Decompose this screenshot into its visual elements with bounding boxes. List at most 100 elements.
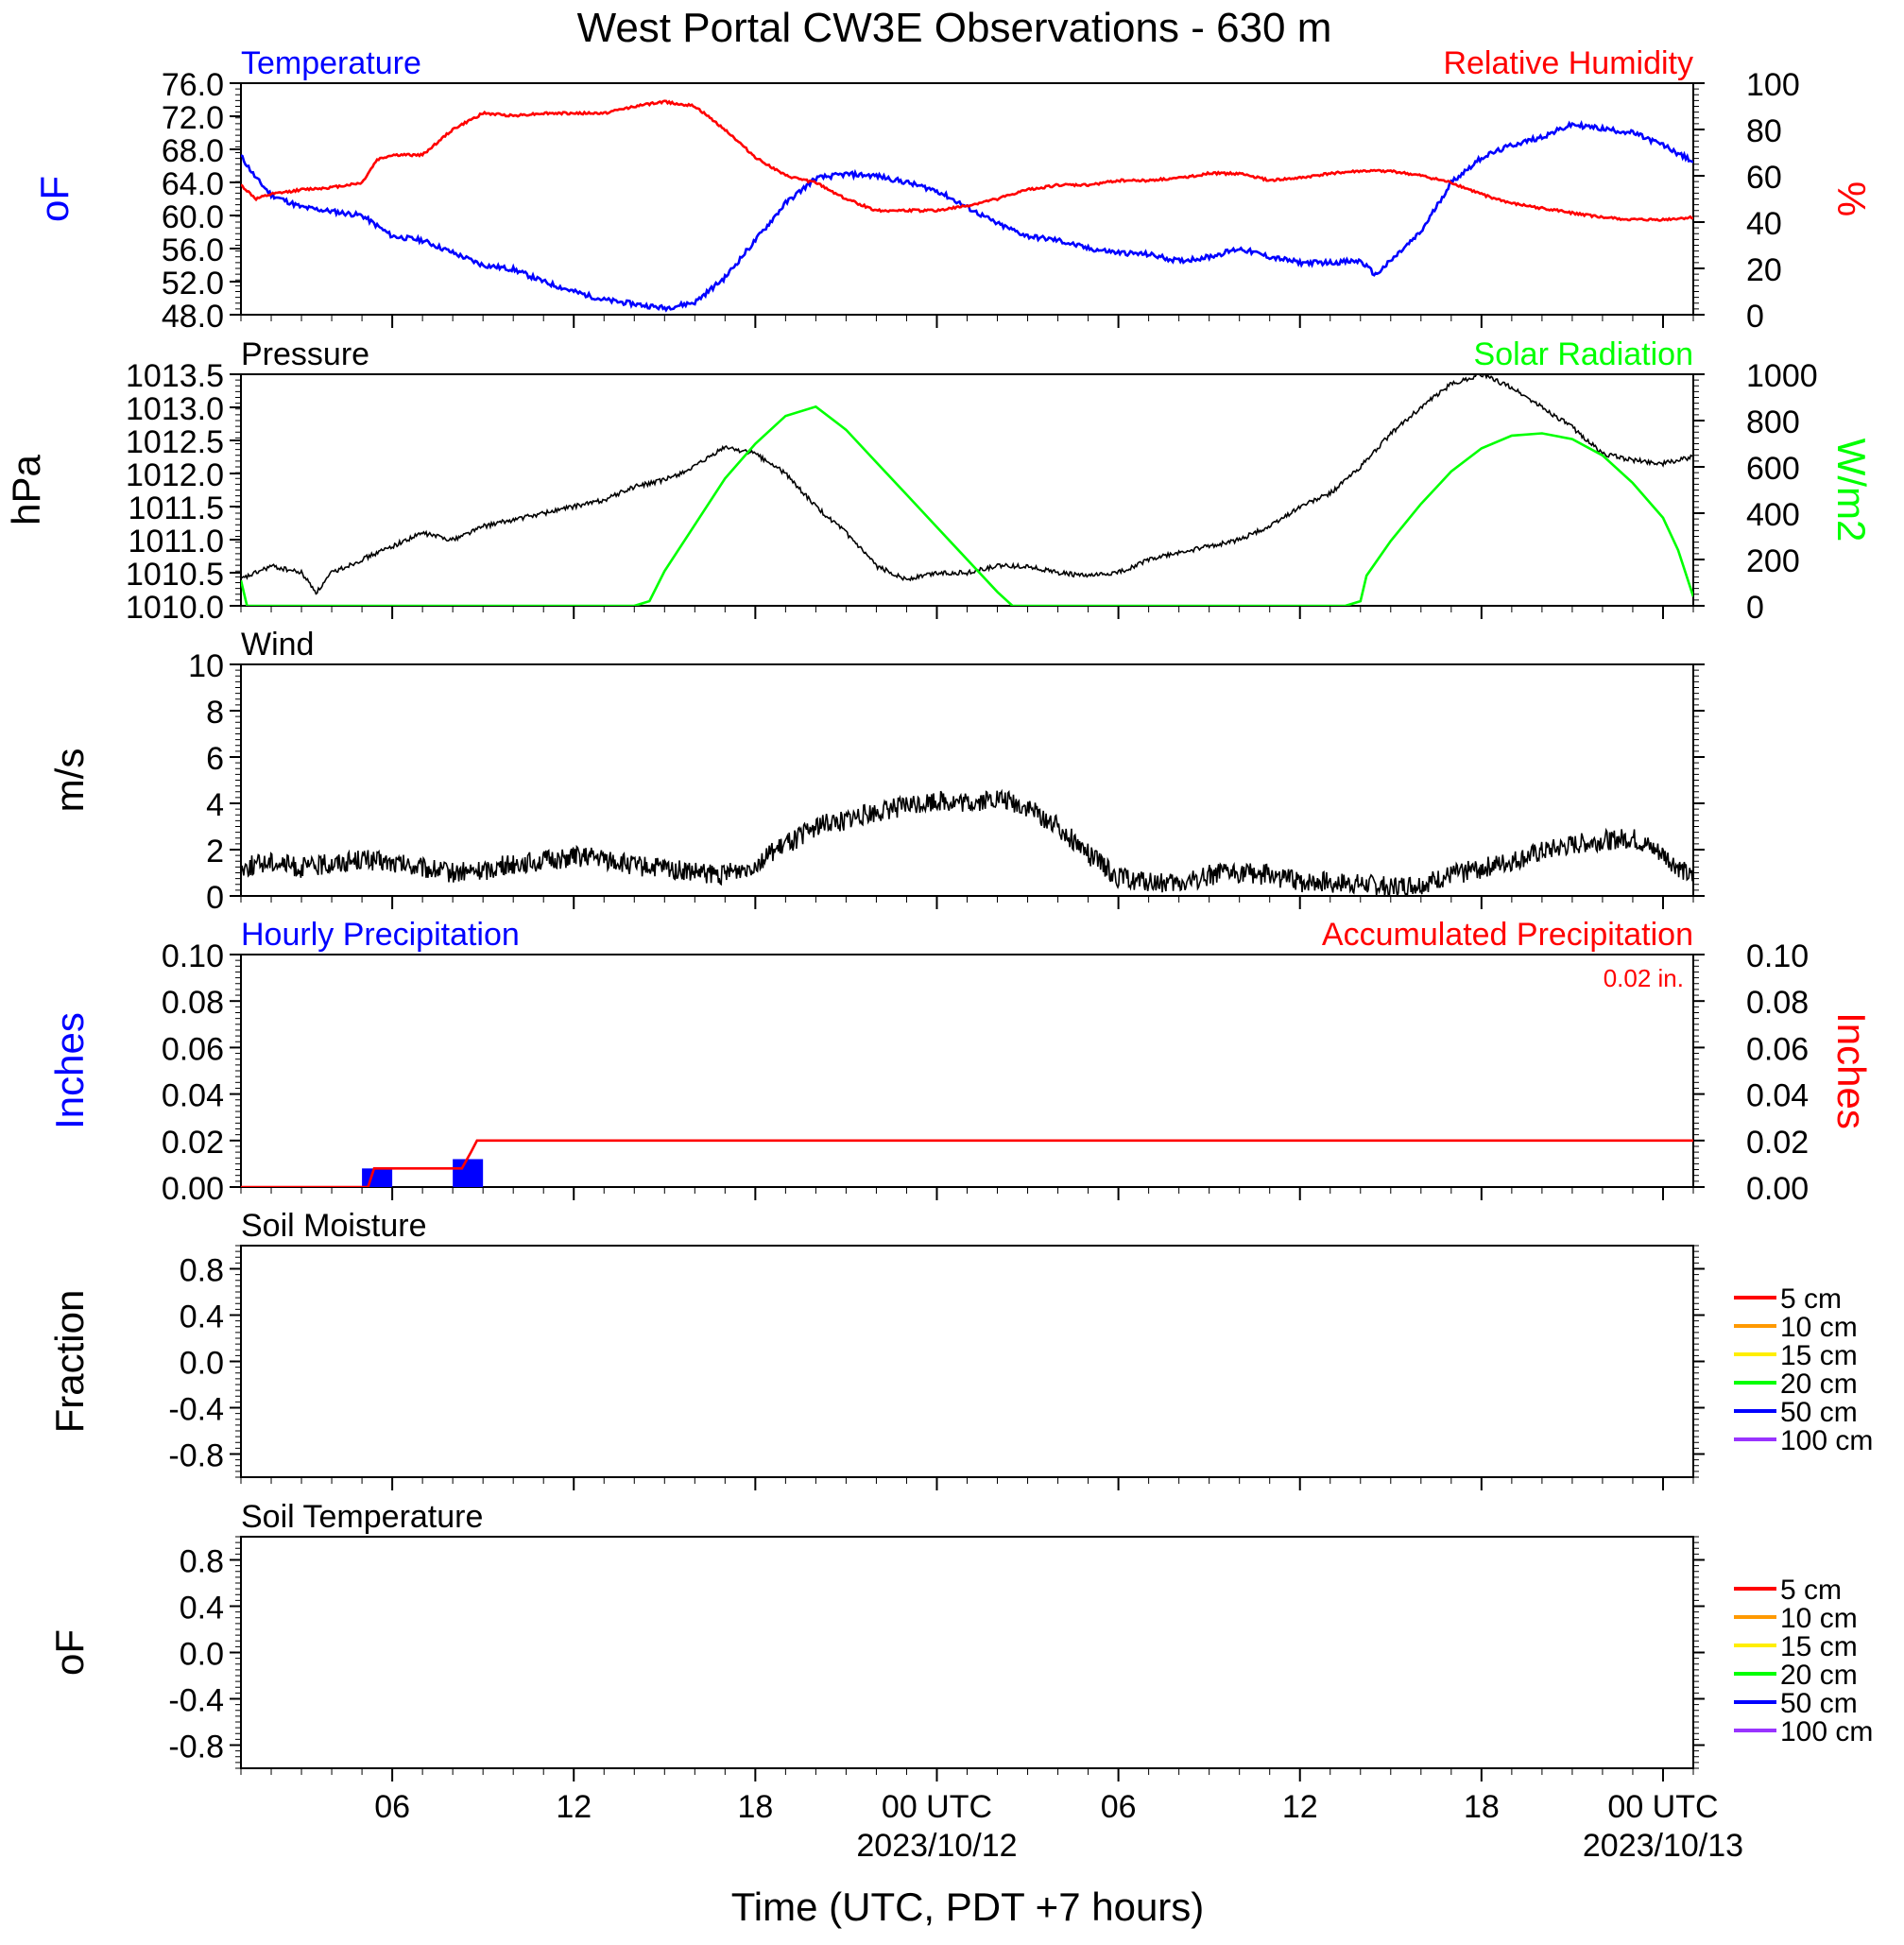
legend-label: 50 cm <box>1780 1397 1858 1428</box>
left-axis-title: hPa <box>4 454 48 525</box>
left-tick-label: 56.0 <box>162 232 224 268</box>
legend-label: 20 cm <box>1780 1368 1858 1400</box>
precip-total-annotation: 0.02 in. <box>1604 964 1684 992</box>
left-tick-label: 2 <box>206 834 224 869</box>
left-tick-label: 0.4 <box>180 1591 224 1627</box>
left-tick-label: 0.00 <box>162 1171 224 1207</box>
left-tick-label: 1010.0 <box>126 590 224 626</box>
legend-label: 15 cm <box>1780 1631 1858 1662</box>
panel-left-title: Wind <box>241 627 314 663</box>
panel-frame <box>240 82 1694 316</box>
x-tick-label: 06 <box>1101 1789 1137 1825</box>
left-tick-label: 1012.0 <box>126 457 224 493</box>
panel-frame <box>240 1245 1694 1478</box>
series-line-1 <box>241 1139 1693 1187</box>
series-line-0 <box>241 374 1693 595</box>
x-tick-label: 18 <box>1464 1789 1500 1825</box>
right-tick-label: 80 <box>1746 113 1782 149</box>
right-tick-label: 0.06 <box>1746 1031 1809 1067</box>
panel-left-title: Hourly Precipitation <box>241 917 520 953</box>
panel-right-title: Accumulated Precipitation <box>1322 917 1693 953</box>
panel-2: 10 8 6 4 2 0 Wind m/s <box>47 627 1705 916</box>
left-tick-label: 0.04 <box>162 1078 224 1114</box>
right-tick-label: 40 <box>1746 206 1782 242</box>
left-tick-label: 6 <box>206 741 224 777</box>
left-tick-label: 48.0 <box>162 299 224 335</box>
left-tick-label: 0.4 <box>180 1300 224 1335</box>
left-tick-label: 68.0 <box>162 133 224 169</box>
panel-frame <box>240 373 1694 607</box>
panel-frame <box>240 954 1694 1188</box>
panel-1: 1013.51013.01012.51012.01011.51011.01010… <box>4 336 1874 626</box>
left-tick-label: -0.4 <box>168 1392 224 1428</box>
left-tick-label: 64.0 <box>162 166 224 202</box>
x-tick-label: 06 <box>374 1789 410 1825</box>
legend-label: 100 cm <box>1780 1716 1873 1747</box>
left-tick-label: 0.08 <box>162 985 224 1021</box>
right-tick-label: 0.02 <box>1746 1125 1809 1161</box>
left-tick-label: 52.0 <box>162 266 224 301</box>
x-tick-label: 12 <box>1282 1789 1318 1825</box>
left-tick-label: 72.0 <box>162 100 224 136</box>
right-axis-title: % <box>1829 181 1874 216</box>
x-tick-label: 12 <box>556 1789 592 1825</box>
left-tick-label: 10 <box>188 648 224 684</box>
hourly-precip-bar <box>362 1168 393 1187</box>
left-tick-label: 1013.0 <box>126 391 224 427</box>
left-tick-label: 1013.5 <box>126 358 224 394</box>
left-axis-title: oF <box>32 176 77 222</box>
hourly-precip-bar <box>453 1159 484 1187</box>
panel-right-title: Solar Radiation <box>1474 336 1693 372</box>
panel-frame <box>240 1536 1694 1769</box>
legend-label: 5 cm <box>1780 1575 1842 1606</box>
left-axis-title: Inches <box>47 1012 92 1129</box>
left-tick-label: 0 <box>206 880 224 916</box>
x-tick-date: 2023/10/12 <box>856 1828 1017 1864</box>
right-axis-title: W/m2 <box>1829 439 1874 542</box>
panels: 76.072.068.064.060.056.052.048.010080604… <box>4 45 1874 1781</box>
left-tick-label: 1012.5 <box>126 424 224 460</box>
left-tick-label: 76.0 <box>162 67 224 103</box>
x-tick-label: 00 UTC <box>1607 1789 1718 1825</box>
panel-4: 0.8 0.4 0.0 -0.4 -0.8 Soil Moisture Fraction 5 … <box>47 1208 1873 1490</box>
left-axis-title: oF <box>47 1629 92 1676</box>
left-tick-label: 4 <box>206 787 224 823</box>
legend-label: 10 cm <box>1780 1603 1858 1634</box>
left-tick-label: 1011.0 <box>129 524 224 559</box>
x-axis-title: Time (UTC, PDT +7 hours) <box>731 1885 1205 1929</box>
legend-label: 100 cm <box>1780 1425 1873 1456</box>
left-tick-label: -0.8 <box>168 1438 224 1474</box>
right-tick-label: 600 <box>1746 451 1800 487</box>
right-tick-label: 200 <box>1746 543 1800 579</box>
right-tick-label: 400 <box>1746 497 1800 533</box>
left-axis-title: m/s <box>47 749 92 813</box>
panel-left-title: Soil Temperature <box>241 1499 483 1535</box>
series-line-1 <box>241 99 1693 222</box>
panel-left-title: Soil Moisture <box>241 1208 427 1244</box>
left-tick-label: 1010.5 <box>126 557 224 593</box>
right-tick-label: 100 <box>1746 67 1800 103</box>
x-tick-date: 2023/10/13 <box>1583 1828 1743 1864</box>
left-tick-label: 1011.5 <box>129 491 224 526</box>
right-tick-label: 0 <box>1746 590 1764 626</box>
left-axis-title: Fraction <box>47 1290 92 1434</box>
series-line-1 <box>241 404 1693 606</box>
x-tick-label: 18 <box>737 1789 773 1825</box>
right-tick-label: 0.10 <box>1746 938 1809 974</box>
panel-right-title: Relative Humidity <box>1443 45 1693 81</box>
panel-0: 76.072.068.064.060.056.052.048.0 100 80 60 4… <box>32 45 1874 335</box>
right-tick-label: 20 <box>1746 252 1782 288</box>
right-tick-label: 800 <box>1746 404 1800 440</box>
left-tick-label: -0.8 <box>168 1730 224 1765</box>
x-tick-label: 00 UTC <box>882 1789 992 1825</box>
right-tick-label: 0.04 <box>1746 1078 1809 1114</box>
chart-title: West Portal CW3E Observations - 630 m <box>577 5 1332 51</box>
legend-label: 20 cm <box>1780 1660 1858 1691</box>
right-tick-label: 60 <box>1746 160 1782 196</box>
left-tick-label: 0.0 <box>180 1346 224 1382</box>
left-tick-label: 0.02 <box>162 1125 224 1161</box>
right-tick-label: 0.08 <box>1746 985 1809 1021</box>
series-line-0 <box>241 788 1693 896</box>
